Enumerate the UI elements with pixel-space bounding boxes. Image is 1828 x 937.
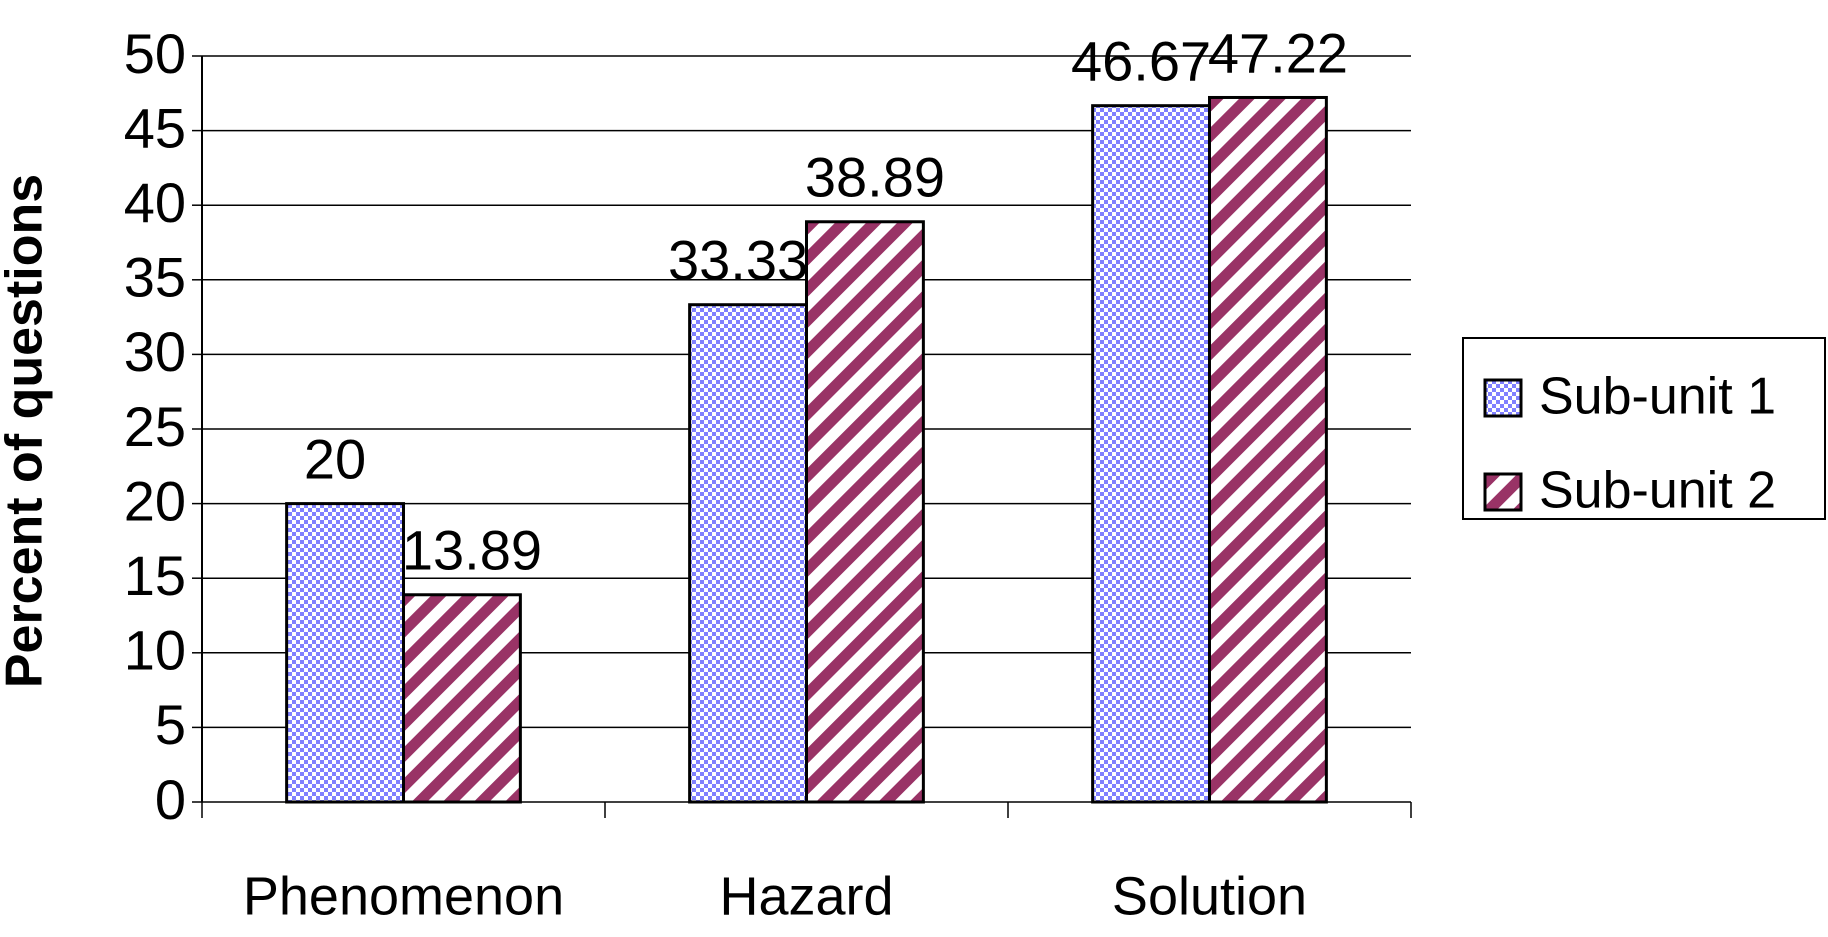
value-label: 13.89 xyxy=(402,519,542,582)
y-axis-label: Percent of questions xyxy=(0,174,54,688)
legend-box xyxy=(1462,337,1826,520)
y-tick-label: 40 xyxy=(124,171,186,234)
bar xyxy=(688,303,809,804)
y-tick-label: 10 xyxy=(124,619,186,682)
value-label: 38.89 xyxy=(805,146,945,209)
bar xyxy=(1091,104,1212,804)
y-tick-label: 30 xyxy=(124,320,186,383)
y-tick-label: 0 xyxy=(155,768,186,831)
x-tick-label: Solution xyxy=(1112,866,1307,926)
legend-label: Sub-unit 1 xyxy=(1539,368,1776,426)
y-tick-label: 5 xyxy=(155,693,186,756)
value-label: 33.33 xyxy=(668,229,808,292)
value-label: 47.22 xyxy=(1208,21,1348,84)
legend-swatch xyxy=(1483,472,1523,512)
legend-label: Sub-unit 2 xyxy=(1539,462,1776,520)
bar xyxy=(1208,95,1328,804)
legend-swatch xyxy=(1483,378,1523,418)
y-tick-label: 20 xyxy=(124,469,186,532)
y-tick-label: 50 xyxy=(124,22,186,85)
value-label: 20 xyxy=(304,427,366,490)
y-tick-label: 25 xyxy=(124,395,186,458)
bar xyxy=(285,502,406,804)
x-tick-label: Hazard xyxy=(719,866,893,926)
value-label: 46.67 xyxy=(1071,29,1211,92)
x-tick-label: Phenomenon xyxy=(243,866,564,926)
y-tick-label: 15 xyxy=(124,544,186,607)
bar xyxy=(402,593,522,804)
y-tick-label: 45 xyxy=(124,96,186,159)
y-tick-label: 35 xyxy=(124,246,186,309)
bar xyxy=(805,220,925,804)
